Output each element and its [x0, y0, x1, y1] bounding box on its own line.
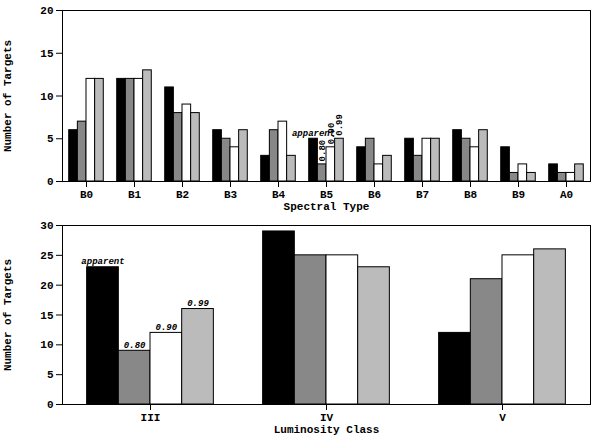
svg-text:B4: B4	[272, 189, 286, 201]
svg-text:III: III	[141, 412, 161, 424]
svg-text:B5: B5	[320, 189, 334, 201]
svg-text:apparent: apparent	[81, 257, 124, 267]
svg-text:0: 0	[47, 176, 54, 188]
svg-text:B8: B8	[464, 189, 478, 201]
svg-text:5: 5	[47, 133, 54, 145]
svg-text:apparent: apparent	[291, 128, 336, 139]
svg-text:IV: IV	[320, 412, 334, 424]
svg-text:0.80: 0.80	[124, 341, 146, 351]
svg-text:Luminosity Class: Luminosity Class	[274, 424, 380, 436]
svg-text:B9: B9	[512, 189, 525, 201]
svg-text:10: 10	[40, 339, 53, 351]
svg-text:0.80: 0.80	[318, 139, 329, 162]
svg-text:5: 5	[47, 369, 54, 381]
svg-text:15: 15	[40, 48, 54, 60]
svg-text:B6: B6	[368, 189, 381, 201]
svg-text:B1: B1	[128, 189, 142, 201]
svg-text:0.90: 0.90	[156, 323, 178, 333]
svg-text:A0: A0	[560, 189, 573, 201]
svg-text:10: 10	[40, 91, 53, 103]
svg-text:Number of Targets: Number of Targets	[2, 259, 14, 371]
svg-text:B3: B3	[224, 189, 238, 201]
svg-text:20: 20	[40, 280, 53, 292]
svg-text:0.99: 0.99	[335, 114, 345, 136]
svg-text:B7: B7	[416, 189, 429, 201]
svg-text:25: 25	[40, 250, 54, 262]
svg-text:Spectral Type: Spectral Type	[284, 201, 370, 213]
svg-text:V: V	[499, 412, 506, 424]
svg-text:30: 30	[40, 220, 53, 232]
svg-text:0.99: 0.99	[187, 299, 209, 309]
svg-text:B0: B0	[80, 189, 93, 201]
svg-text:0: 0	[47, 399, 54, 411]
svg-text:B2: B2	[176, 189, 189, 201]
svg-text:Number of Targets: Number of Targets	[2, 40, 14, 152]
svg-text:15: 15	[40, 310, 54, 322]
svg-text:0.90: 0.90	[326, 122, 337, 145]
svg-text:20: 20	[40, 5, 53, 17]
